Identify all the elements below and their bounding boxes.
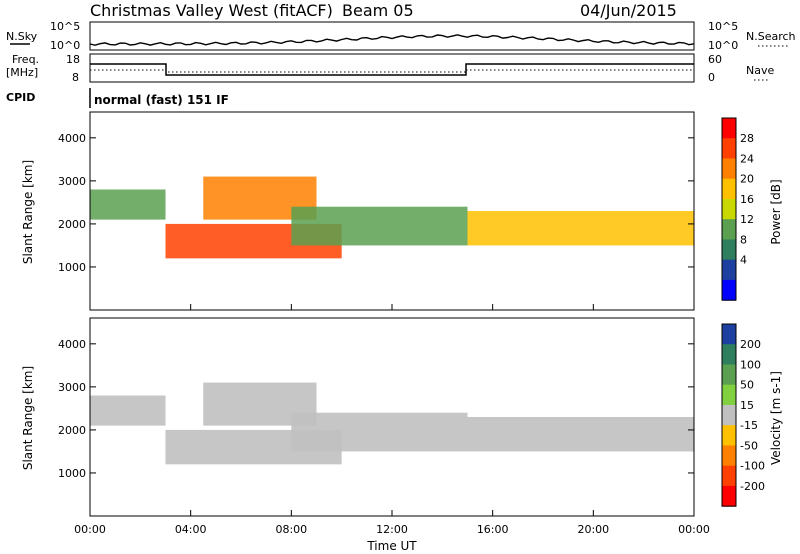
colorbar-segment [722,219,736,240]
colorbar-tick-label: 12 [740,213,754,226]
plot-date: 04/Jun/2015 [580,1,677,20]
xtick-label: 00:00 [74,523,106,536]
freq-tick-top: 18 [66,53,80,66]
colorbar-segment [722,425,736,446]
nave-label: Nave [746,64,774,77]
velocity-band-4 [467,417,694,452]
colorbar-tick-label: 200 [740,338,761,351]
colorbar-segment [722,445,736,467]
colorbar-segment [722,384,736,406]
colorbar-tick-label: 8 [740,233,747,246]
colorbar-tick-label: 15 [740,399,754,412]
colorbar-tick-label: 28 [740,132,754,145]
power-ylabel: Slant Range [km] [21,160,35,264]
velocity-band-3 [291,412,468,452]
power-band-4 [467,211,694,246]
ytick-label: 2000 [58,424,86,437]
colorbar-tick-label: 24 [740,152,754,165]
ytick-label: 1000 [58,261,86,274]
colorbar-tick-label: 4 [740,254,747,267]
colorbar-segment [722,198,736,220]
xtick-label: 12:00 [376,523,408,536]
colorbar-segment [722,364,736,386]
plot-title: Christmas Valley West (fitACF) [90,1,333,20]
colorbar-frame [721,117,737,301]
colorbar-segment [722,259,736,281]
colorbar-tick-label: 50 [740,379,754,392]
nsky-tick-bottom-right: 10^0 [708,39,738,52]
colorbar-segment [722,138,736,159]
colorbar-tick-label: -50 [740,439,758,452]
cpid-label: CPID [6,91,35,104]
colorbar-segment [722,465,736,487]
velocity-colorbar: 200 100 50 15 -15 -50 -100 -200 [721,323,765,507]
nsky-tick-top-right: 10^5 [708,20,738,33]
velocity-band-group [90,382,694,465]
nsky-label: N.Sky [6,30,38,43]
freq-tick-bottom: 8 [72,71,79,84]
colorbar-segment [722,404,736,426]
colorbar-tick-label: 16 [740,193,754,206]
nave-tick-bottom: 0 [708,71,715,84]
colorbar-segment [722,239,736,261]
velocity-ylabel: Slant Range [km] [21,366,35,470]
nave-tick-top: 60 [708,53,722,66]
freq-series-line [90,63,694,76]
time-xtick-group: 00:00 04:00 08:00 12:00 16:00 20:00 00:00 [74,304,710,536]
cpid-value: normal (fast) 151 IF [94,93,229,107]
freq-label-line1: Freq. [12,53,39,66]
colorbar-segment [722,324,736,345]
nsky-tick-top: 10^5 [50,20,80,33]
ytick-label: 3000 [58,175,86,188]
time-xlabel: Time UT [366,539,417,553]
ytick-label: 2000 [58,218,86,231]
colorbar-segment [722,485,736,507]
colorbar-segment [722,118,736,139]
nsky-series-line [89,34,695,46]
power-ytick-group: 1000 2000 3000 4000 [58,132,694,274]
colorbar-segment [722,158,736,180]
power-band-group [90,176,694,259]
nsky-tick-bottom: 10^0 [50,39,80,52]
xtick-label: 08:00 [275,523,307,536]
colorbar-segment [722,279,736,301]
freq-label-line2: [MHz] [6,66,38,79]
nsearch-label: N.Search [746,30,796,43]
power-band-0 [90,189,166,220]
ytick-label: 4000 [58,132,86,145]
ytick-label: 1000 [58,467,86,480]
colorbar-tick-label: 20 [740,173,754,186]
xtick-label: 16:00 [477,523,509,536]
power-colorbar: 28 24 20 16 12 8 4 [721,117,754,301]
beam-label: Beam 05 [342,1,414,20]
colorbar-segment [722,344,736,365]
colorbar-segment [722,178,736,200]
power-colorbar-label: Power [dB] [769,179,783,244]
freq-panel-frame [89,53,695,83]
ytick-label: 4000 [58,338,86,351]
colorbar-frame [721,323,737,507]
xtick-label: 20:00 [577,523,609,536]
colorbar-tick-label: -200 [740,480,765,493]
ytick-label: 3000 [58,381,86,394]
colorbar-tick-label: -100 [740,460,765,473]
xtick-label: 04:00 [175,523,207,536]
xtick-label: 00:00 [678,523,710,536]
velocity-band-0 [90,395,166,426]
power-band-3 [291,206,468,246]
nsky-panel-frame [89,21,695,51]
colorbar-tick-label: -15 [740,419,758,432]
colorbar-tick-label: 100 [740,358,761,371]
velocity-ytick-group: 1000 2000 3000 4000 [58,338,694,480]
nave-series-line [90,69,694,73]
velocity-colorbar-label: Velocity [m s-1] [769,371,783,465]
